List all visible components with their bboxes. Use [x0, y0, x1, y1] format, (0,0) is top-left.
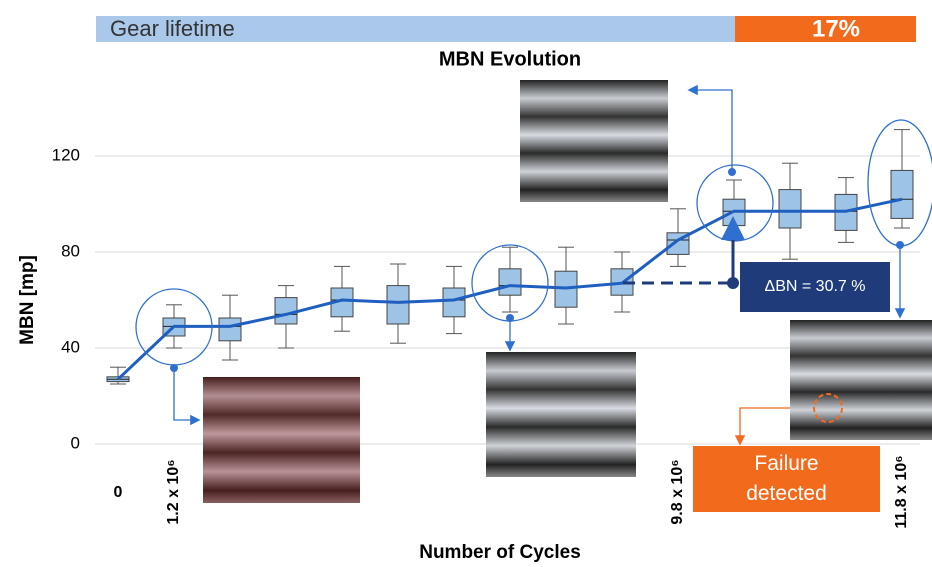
delta-box: [740, 262, 890, 312]
box: [386, 285, 410, 325]
dot: [727, 277, 739, 289]
box: [498, 268, 522, 296]
arrow: [173, 368, 201, 426]
y-tick-label: 40: [61, 337, 80, 356]
photo: [203, 377, 360, 503]
banner-text: Gear lifetime: [110, 16, 235, 41]
photo: [486, 352, 636, 477]
box: [274, 297, 298, 325]
box: [890, 169, 914, 219]
photo: [790, 320, 932, 440]
delta-label: ΔBN = 30.7 %: [765, 278, 866, 295]
dot: [728, 168, 736, 176]
x-axis-title: Number of Cycles: [419, 542, 581, 563]
dots: [170, 168, 904, 372]
box: [442, 287, 466, 318]
dot: [896, 241, 904, 249]
dot: [506, 314, 514, 322]
banner-right: [735, 16, 916, 42]
x-tick-label: 9.8 x 10⁶: [669, 459, 686, 524]
dot: [170, 364, 178, 372]
overlays: [135, 84, 932, 446]
y-axis-title: MBN [mp]: [17, 255, 38, 345]
box: [778, 189, 802, 229]
x-tick-label: 0: [114, 484, 123, 501]
y-tick-label: 80: [61, 241, 80, 260]
x-tick-label: 1.2 x 10⁶: [165, 459, 182, 524]
arrow: [687, 84, 733, 170]
photo: [520, 80, 668, 202]
banner-pct: 17%: [812, 15, 860, 42]
defect-circle: [813, 393, 843, 423]
highlight-circle: [696, 164, 774, 242]
banner-left: [96, 16, 735, 42]
photo-tint: [203, 377, 360, 503]
y-tick-label: 0: [71, 433, 80, 452]
box: [218, 317, 242, 342]
median-line: [116, 197, 903, 381]
x-tick-label: 11.8 x 10⁶: [893, 455, 910, 528]
chart-title: MBN Evolution: [439, 48, 581, 70]
y-tick-label: 120: [52, 145, 80, 164]
failure-box: Failure detected: [693, 446, 880, 512]
